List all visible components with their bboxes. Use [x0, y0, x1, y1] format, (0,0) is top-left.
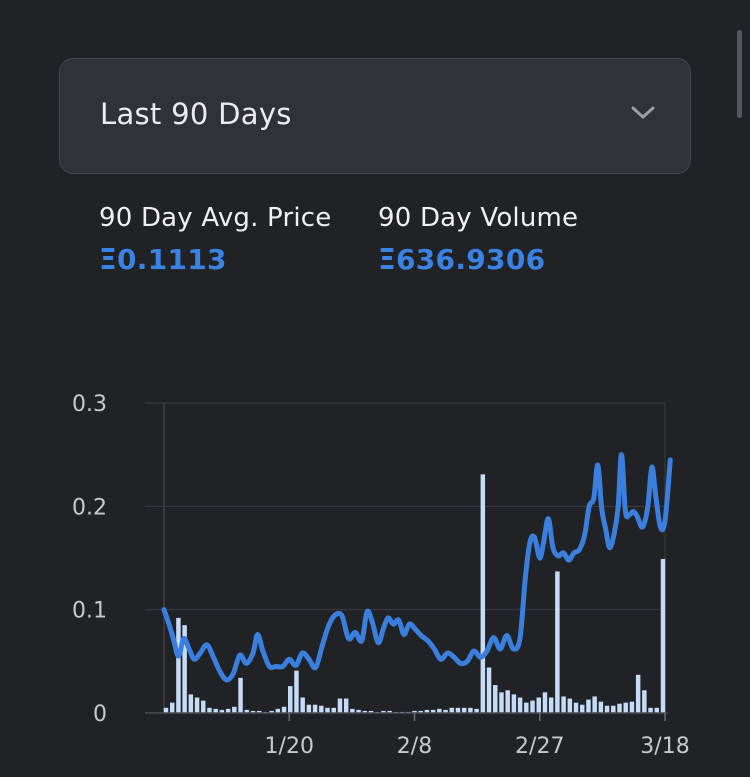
chevron-down-icon: [631, 106, 655, 119]
volume-bar: [362, 710, 368, 713]
volume-bar: [331, 707, 336, 713]
volume-bar: [437, 708, 442, 713]
volume-value: Ξ636.9306: [378, 243, 546, 276]
volume-bar: [573, 702, 579, 713]
volume-bar: [319, 705, 324, 713]
volume-bar: [592, 696, 597, 713]
volume-bar: [201, 700, 206, 713]
volume-bar: [188, 694, 194, 713]
volume-bar: [269, 710, 274, 713]
volume-bar: [356, 709, 361, 713]
volume-bar: [548, 697, 554, 713]
volume-bar: [493, 685, 498, 713]
x-tick-label: 3/18: [640, 734, 689, 759]
volume-bar: [486, 667, 492, 713]
period-dropdown-label: Last 90 Days: [100, 97, 292, 131]
volume-bar: [480, 474, 486, 713]
volume-bar: [524, 702, 529, 713]
volume-bar: [256, 710, 262, 713]
avg-price-stat: 90 Day Avg. Price Ξ0.1113: [99, 203, 331, 276]
avg-price-label: 90 Day Avg. Price: [99, 203, 332, 233]
volume-bar: [567, 698, 573, 713]
volume-bar: [337, 698, 343, 713]
volume-bar: [542, 692, 548, 713]
volume-bar: [455, 707, 461, 713]
volume-bar: [555, 571, 560, 713]
y-tick-label: 0.2: [72, 495, 107, 520]
y-tick-label: 0: [93, 702, 107, 727]
volume-bar: [176, 617, 181, 713]
y-tick-label: 0.3: [72, 392, 107, 417]
volume-bar: [163, 707, 169, 713]
volume-bar: [499, 692, 504, 713]
volume-bar: [387, 710, 392, 713]
volume-bar: [468, 707, 473, 713]
volume-bar: [586, 699, 591, 713]
volume-bar: [238, 677, 243, 713]
volume-bar: [281, 706, 287, 713]
volume-bar: [300, 697, 305, 713]
volume-bar: [368, 710, 374, 713]
volume-stat: 90 Day Volume Ξ636.9306: [378, 203, 578, 276]
volume-bar: [275, 708, 281, 713]
volume-bar: [194, 697, 200, 713]
volume-bar: [443, 709, 448, 713]
volume-bar: [213, 708, 218, 713]
volume-bar: [219, 709, 225, 713]
x-tick-label: 1/20: [265, 734, 314, 759]
page-scrollbar[interactable]: [737, 30, 742, 118]
volume-bar: [461, 707, 467, 713]
volume-bar: [250, 710, 256, 713]
volume-bar: [207, 707, 212, 713]
volume-bar: [244, 709, 249, 713]
x-tick-label: 2/27: [515, 734, 564, 759]
volume-bar: [642, 690, 647, 713]
volume-bar: [561, 696, 566, 713]
volume-bar: [511, 694, 517, 713]
volume-bar: [312, 704, 318, 713]
volume-bar: [611, 705, 616, 713]
volume-bar: [517, 697, 523, 713]
x-tick-label: 2/8: [397, 734, 432, 759]
volume-bar: [449, 707, 455, 713]
price-line: [161, 452, 673, 683]
volume-bar: [182, 625, 187, 713]
period-dropdown[interactable]: Last 90 Days: [59, 58, 691, 174]
volume-bar: [604, 705, 610, 713]
volume-bar: [343, 698, 349, 713]
price-volume-chart: 0 0.1 0.2 0.3 1/20 2/8 2/27 3/18: [72, 392, 690, 759]
volume-bar: [424, 709, 430, 713]
volume-bar: [288, 686, 293, 713]
volume-bar: [617, 703, 622, 713]
volume-bar: [294, 670, 299, 713]
volume-bar: [580, 704, 585, 713]
volume-bar: [629, 701, 635, 713]
volume-bar: [325, 707, 330, 713]
volume-bar: [232, 706, 237, 713]
volume-label: 90 Day Volume: [378, 203, 579, 233]
volume-bar: [505, 690, 510, 713]
volume-bar: [306, 704, 312, 713]
volume-bar: [169, 702, 175, 713]
volume-bar: [623, 702, 628, 713]
volume-bar: [430, 709, 436, 713]
volume-bar: [225, 708, 231, 713]
y-tick-label: 0.1: [72, 599, 107, 624]
volume-bar: [412, 710, 417, 713]
volume-bar: [536, 697, 541, 713]
volume-bar: [381, 710, 386, 713]
volume-bar: [654, 707, 660, 713]
volume-bar: [648, 707, 653, 713]
volume-bar: [635, 674, 641, 713]
volume-bar: [660, 559, 666, 713]
volume-bar: [418, 710, 423, 713]
avg-price-value: Ξ0.1113: [99, 243, 227, 276]
volume-bar: [530, 700, 535, 713]
volume-bar: [598, 701, 604, 713]
volume-bar: [474, 708, 479, 713]
volume-bar: [350, 708, 355, 713]
